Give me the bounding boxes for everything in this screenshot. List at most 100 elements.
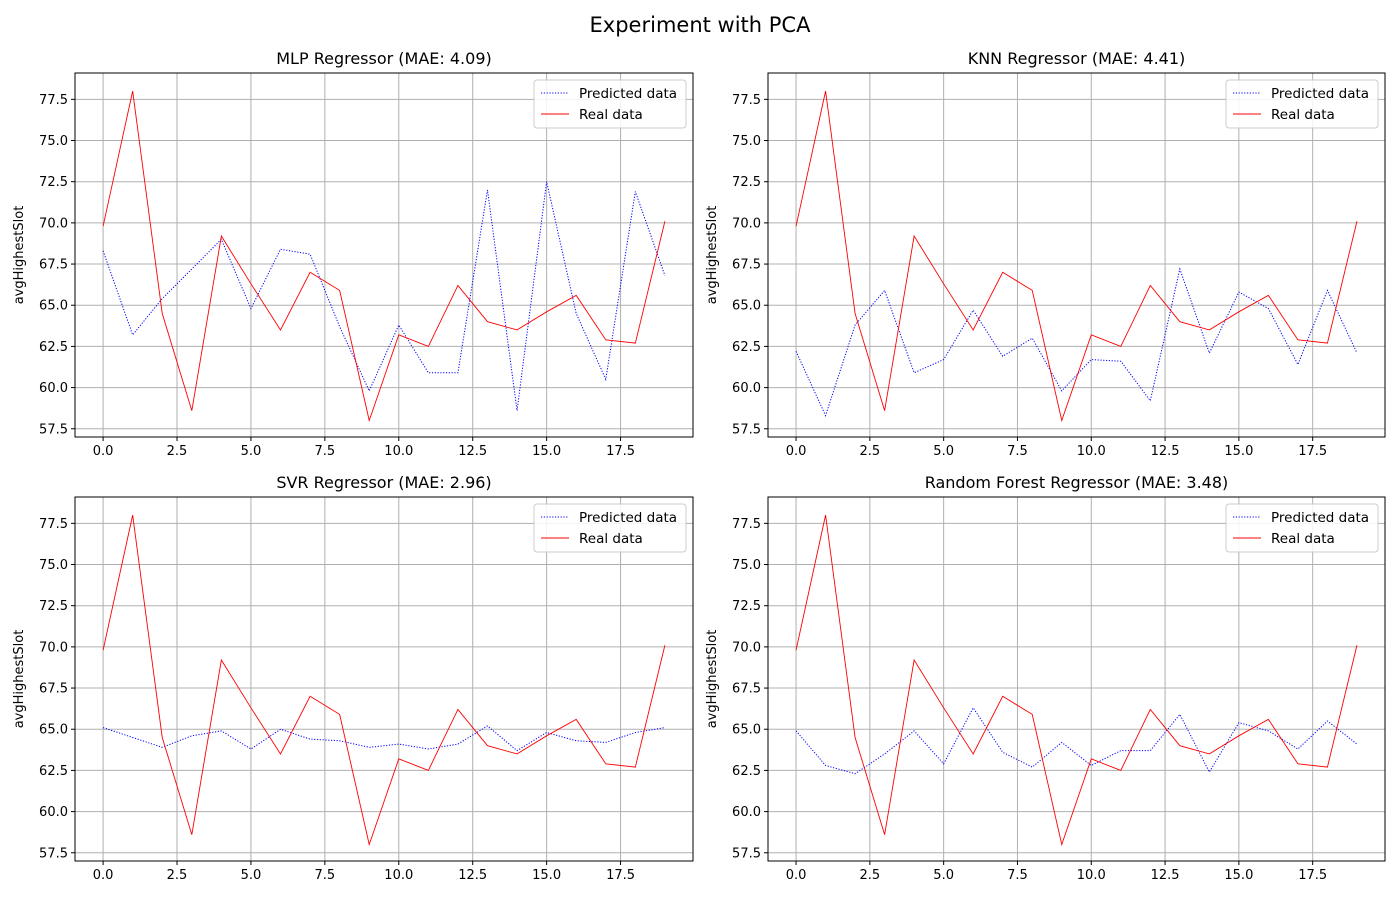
legend-box [533,79,687,129]
legend-box [533,503,687,553]
subplot-1: MLP Regressor (MAE: 4.09) avgHighestSlot 0… [12,49,694,459]
x-tick-label: 0.0 [93,444,114,459]
x-tick-label: 0.0 [786,868,807,883]
legend-label: Predicted data [579,86,677,102]
y-tick-label: 72.5 [39,175,68,190]
x-tick-label: 0.0 [786,444,807,459]
subplot-title: KNN Regressor (MAE: 4.41) [968,49,1186,68]
y-tick-label: 72.5 [732,599,761,614]
y-tick-label: 62.5 [39,340,68,355]
legend-label: Predicted data [579,510,677,526]
predicted-data-line [102,181,666,411]
x-tick-label: 2.5 [167,868,188,883]
axes-frame [74,496,694,862]
legend-box [1225,503,1379,553]
x-tick-label: 12.5 [458,444,487,459]
subplot-2: KNN Regressor (MAE: 4.41) avgHighestSlot 0… [705,49,1386,459]
axes-frame [767,496,1386,862]
x-tick-label: 12.5 [1151,444,1180,459]
axes-frame [74,72,694,438]
y-tick-label: 57.5 [732,846,761,861]
subplot-3: SVR Regressor (MAE: 2.96) avgHighestSlot 0… [12,473,694,883]
y-tick-label: 72.5 [732,175,761,190]
y-tick-label: 77.5 [732,93,761,108]
y-tick-label: 75.0 [39,558,68,573]
x-tick-label: 15.0 [532,868,561,883]
legend-label: Real data [579,531,643,547]
legend: Predicted data Real data [1225,503,1379,553]
subplot-title: MLP Regressor (MAE: 4.09) [276,49,492,68]
x-tick-label: 7.5 [1007,868,1028,883]
legend: Predicted data Real data [1225,79,1379,129]
y-tick-label: 67.5 [732,682,761,697]
y-tick-label: 57.5 [39,422,68,437]
x-tick-label: 17.5 [606,444,635,459]
x-tick-label: 2.5 [167,444,188,459]
legend-label: Real data [579,107,643,123]
y-tick-label: 70.0 [39,216,68,231]
y-tick-label: 67.5 [732,258,761,273]
y-tick-label: 72.5 [39,599,68,614]
real-data-line [795,91,1358,423]
subplot-title: SVR Regressor (MAE: 2.96) [276,473,491,492]
y-tick-label: 70.0 [39,640,68,655]
predicted-data-line [795,267,1358,417]
y-tick-label: 62.5 [732,764,761,779]
y-tick-label: 60.0 [732,381,761,396]
y-tick-label: 77.5 [39,93,68,108]
x-tick-label: 17.5 [606,868,635,883]
y-tick-label: 57.5 [39,846,68,861]
y-tick-label: 62.5 [732,340,761,355]
legend-box [1225,79,1379,129]
legend-label: Real data [1271,107,1335,123]
x-tick-label: 5.0 [933,444,954,459]
real-data-line [102,91,666,423]
y-tick-label: 60.0 [732,805,761,820]
y-tick-label: 60.0 [39,805,68,820]
x-tick-label: 5.0 [933,868,954,883]
figure-title: Experiment with PCA [589,13,811,37]
subplot-4: Random Forest Regressor (MAE: 3.48) avgHi… [705,473,1386,883]
x-tick-label: 0.0 [93,868,114,883]
x-tick-label: 7.5 [315,868,336,883]
legend: Predicted data Real data [533,503,687,553]
x-tick-label: 12.5 [1151,868,1180,883]
x-tick-label: 10.0 [384,444,413,459]
y-axis-label: avgHighestSlot [705,206,720,305]
x-tick-label: 17.5 [1298,868,1327,883]
x-tick-label: 10.0 [1077,444,1106,459]
real-data-line [795,515,1358,847]
y-tick-label: 65.0 [732,299,761,314]
legend: Predicted data Real data [533,79,687,129]
y-tick-label: 67.5 [39,682,68,697]
x-tick-label: 17.5 [1298,444,1327,459]
y-tick-label: 65.0 [39,723,68,738]
x-tick-label: 10.0 [384,868,413,883]
x-tick-label: 5.0 [241,868,262,883]
y-tick-label: 75.0 [732,558,761,573]
y-tick-label: 62.5 [39,764,68,779]
x-tick-label: 5.0 [241,444,262,459]
y-tick-label: 67.5 [39,258,68,273]
legend-label: Predicted data [1271,86,1369,102]
y-tick-label: 65.0 [732,723,761,738]
predicted-data-line [795,706,1358,775]
real-data-line [102,515,666,847]
y-axis-label: avgHighestSlot [12,630,27,729]
x-tick-label: 2.5 [860,868,881,883]
x-tick-label: 10.0 [1077,868,1106,883]
legend-label: Real data [1271,531,1335,547]
y-tick-label: 75.0 [732,134,761,149]
x-tick-label: 7.5 [1007,444,1028,459]
x-tick-label: 15.0 [1224,868,1253,883]
x-tick-label: 7.5 [315,444,336,459]
y-tick-label: 70.0 [732,216,761,231]
subplot-title: Random Forest Regressor (MAE: 3.48) [925,473,1229,492]
y-axis-label: avgHighestSlot [705,630,720,729]
y-tick-label: 70.0 [732,640,761,655]
y-axis-label: avgHighestSlot [12,206,27,305]
y-tick-label: 77.5 [39,517,68,532]
y-tick-label: 57.5 [732,422,761,437]
predicted-data-line [102,725,665,752]
